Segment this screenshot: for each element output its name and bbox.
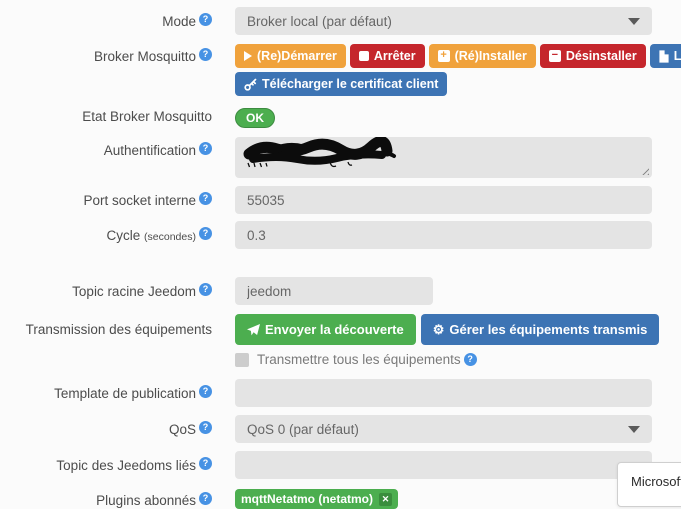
browser-tooltip: Microsoft (617, 462, 681, 507)
plugin-tag-label: mqttNetatmo (netatmo) (241, 492, 373, 506)
help-icon[interactable]: ? (199, 13, 212, 26)
minus-square-icon: − (548, 50, 561, 62)
help-icon[interactable]: ? (199, 385, 212, 398)
transmission-label: Transmission des équipements (25, 322, 212, 337)
chevron-down-icon (628, 17, 640, 25)
plugins-abonnes-label: Plugins abonnés (96, 493, 196, 508)
topic-jeedoms-lies-input[interactable] (235, 451, 652, 479)
chevron-down-icon (628, 425, 640, 433)
key-icon (244, 78, 257, 91)
plugin-tag: mqttNetatmo (netatmo) ✕ (235, 489, 398, 509)
paper-plane-icon (247, 323, 260, 335)
gear-icon: ⚙ (432, 322, 445, 337)
broker-status-label: Etat Broker Mosquitto (82, 109, 212, 124)
textarea-resize-handle[interactable] (639, 165, 649, 175)
manage-devices-button[interactable]: ⚙ Gérer les équipements transmis (420, 314, 660, 345)
transmit-all-checkbox[interactable] (235, 352, 249, 367)
topic-jeedoms-lies-label: Topic des Jeedoms liés (56, 458, 196, 473)
help-icon[interactable]: ? (199, 421, 212, 434)
uninstall-button[interactable]: − Désinstaller (539, 44, 646, 68)
help-icon[interactable]: ? (463, 353, 477, 366)
row-cycle: Cycle (secondes)? (0, 221, 681, 249)
row-qos: QoS? QoS 0 (par défaut) (0, 415, 681, 443)
row-template-publication: Template de publication? (0, 379, 681, 407)
stop-icon (358, 51, 369, 61)
topic-racine-label: Topic racine Jeedom (72, 284, 196, 299)
row-broker-mosquitto: Broker Mosquitto? (Re)Démarrer Arrêter +… (0, 44, 681, 100)
help-icon[interactable]: ? (199, 227, 212, 240)
transmit-all-label: Transmettre tous les équipements (257, 352, 461, 367)
restart-button[interactable]: (Re)Démarrer (235, 44, 346, 68)
send-discovery-button[interactable]: Envoyer la découverte (235, 314, 416, 345)
cycle-sublabel: (secondes) (144, 231, 196, 243)
browser-tooltip-text: Microsoft (631, 474, 681, 489)
row-port-socket: Port socket interne? (0, 186, 681, 214)
port-socket-input[interactable] (235, 186, 652, 214)
row-topic-racine: Topic racine Jeedom? (0, 277, 681, 305)
mqtt-settings-form: Mode? Broker local (par défaut) Broker M… (0, 7, 681, 509)
row-transmission: Transmission des équipements Envoyer la … (0, 314, 681, 367)
template-publication-input[interactable] (235, 379, 652, 407)
row-authentification: Authentification? (0, 137, 681, 178)
stop-button[interactable]: Arrêter (349, 44, 425, 68)
log-button[interactable]: Log (649, 44, 681, 68)
template-publication-label: Template de publication (54, 386, 196, 401)
row-broker-status: Etat Broker Mosquitto OK (0, 108, 681, 128)
qos-select[interactable]: QoS 0 (par défaut) (235, 415, 652, 443)
download-certificate-button[interactable]: Télécharger le certificat client (235, 72, 448, 96)
topic-racine-input[interactable] (235, 277, 433, 305)
broker-label: Broker Mosquitto (93, 49, 196, 64)
qos-label: QoS (168, 422, 196, 437)
mode-label: Mode (162, 14, 196, 29)
help-icon[interactable]: ? (199, 457, 212, 470)
plus-square-icon: + (437, 50, 450, 62)
file-icon (658, 49, 669, 63)
cycle-label: Cycle (106, 228, 141, 243)
row-topic-jeedoms-lies: Topic des Jeedoms liés? (0, 451, 681, 479)
install-button[interactable]: + (Ré)Installer (428, 44, 536, 68)
mode-select[interactable]: Broker local (par défaut) (235, 7, 652, 35)
play-icon (244, 51, 252, 61)
port-socket-label: Port socket interne (83, 193, 196, 208)
help-icon[interactable]: ? (199, 283, 212, 296)
help-icon[interactable]: ? (199, 142, 212, 155)
help-icon[interactable]: ? (199, 48, 212, 61)
close-icon[interactable]: ✕ (379, 492, 392, 506)
help-icon[interactable]: ? (199, 492, 212, 505)
redacted-scribble (243, 137, 396, 168)
row-mode: Mode? Broker local (par défaut) (0, 7, 681, 35)
cycle-input[interactable] (235, 221, 652, 249)
row-plugins-abonnes: Plugins abonnés? mqttNetatmo (netatmo) ✕ (0, 489, 681, 509)
status-badge: OK (235, 108, 275, 128)
qos-select-value: QoS 0 (par défaut) (247, 421, 359, 437)
help-icon[interactable]: ? (199, 192, 212, 205)
authentification-textarea[interactable] (235, 137, 652, 178)
mode-select-value: Broker local (par défaut) (247, 13, 392, 29)
authentification-label: Authentification (103, 143, 196, 158)
